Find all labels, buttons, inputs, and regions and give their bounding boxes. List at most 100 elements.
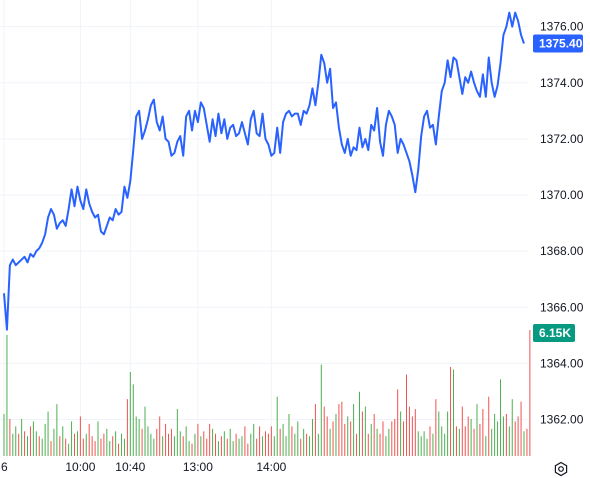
volume-bar	[209, 423, 211, 456]
volume-bar	[203, 431, 205, 456]
volume-bar	[226, 438, 228, 456]
chart-grid	[0, 0, 528, 456]
volume-bar	[29, 426, 31, 456]
volume-bar	[9, 418, 11, 456]
volume-bar	[215, 433, 217, 456]
volume-bar	[291, 426, 293, 456]
volume-bar	[461, 406, 463, 456]
volume-bar	[455, 426, 457, 456]
volume-bar	[294, 433, 296, 456]
volume-bar	[467, 416, 469, 456]
volume-bar	[47, 411, 49, 456]
price-line	[3, 11, 525, 331]
gear-icon	[554, 461, 568, 477]
volume-bar	[65, 438, 67, 456]
volume-bar	[353, 404, 355, 456]
volume-bar	[21, 418, 23, 456]
volume-bar	[517, 416, 519, 456]
volume-bar	[529, 330, 531, 456]
volume-bar	[97, 421, 99, 456]
volume-bar	[350, 421, 352, 456]
volume-bar	[432, 433, 434, 456]
volume-bar	[159, 416, 161, 456]
volume-bar	[62, 426, 64, 456]
volume-bar	[112, 436, 114, 456]
volume-bar	[288, 414, 290, 456]
volume-bar	[200, 436, 202, 456]
volume-bar	[502, 416, 504, 456]
volume-bar	[435, 399, 437, 456]
volume-bar	[479, 423, 481, 456]
volume-bar	[15, 426, 17, 456]
volume-bar	[264, 431, 266, 456]
volume-bar	[118, 443, 120, 456]
volume-bar	[382, 421, 384, 456]
volume-bar	[323, 406, 325, 456]
volume-bar	[229, 428, 231, 456]
volume-bar	[491, 428, 493, 456]
volume-bar	[150, 433, 152, 456]
volume-bar	[27, 436, 29, 456]
volume-bar	[232, 441, 234, 456]
volume-bar	[358, 391, 360, 456]
volume-bar	[285, 436, 287, 456]
volume-bar	[156, 428, 158, 456]
volume-bar	[121, 433, 123, 456]
volume-bar	[191, 443, 193, 456]
volume-bar	[106, 428, 108, 456]
volume-bar	[361, 411, 363, 456]
volume-bar	[194, 433, 196, 456]
volume-bar	[217, 441, 219, 456]
volume-bar	[53, 428, 55, 456]
volume-bar	[403, 421, 405, 456]
volume-bar	[182, 436, 184, 456]
price-tick-label: 1362.00	[540, 413, 584, 427]
volume-bar	[100, 438, 102, 456]
volume-bar	[41, 438, 43, 456]
volume-bar	[206, 438, 208, 456]
volume-bar	[123, 438, 125, 456]
volume-bar	[458, 428, 460, 456]
last-volume-badge: 6.15K	[533, 324, 575, 342]
volume-bar	[511, 399, 513, 456]
chart-settings-button[interactable]	[552, 461, 570, 477]
time-tick-label: 13:00	[183, 460, 213, 474]
volume-bar	[276, 396, 278, 456]
volume-bar	[56, 404, 58, 456]
volume-bar	[153, 438, 155, 456]
price-axis: 1362.00 1364.00 1366.00 1368.00 1370.00 1372.…	[540, 20, 584, 427]
price-tick-label: 1366.00	[540, 300, 584, 314]
volume-bar	[520, 401, 522, 456]
volume-bar	[88, 423, 90, 456]
volume-bar	[270, 426, 272, 456]
volume-bar	[170, 428, 172, 456]
volume-bar	[59, 436, 61, 456]
volume-bar	[126, 399, 128, 456]
volume-bar	[329, 428, 331, 456]
volume-bar	[420, 436, 422, 456]
volume-bar	[408, 406, 410, 456]
volume-bar	[326, 416, 328, 456]
volume-bar	[91, 436, 93, 456]
volume-bar	[223, 431, 225, 456]
volume-bar	[267, 433, 269, 456]
volume-bar	[499, 379, 501, 456]
volume-bar	[76, 431, 78, 456]
volume-bar	[464, 426, 466, 456]
volume-bar	[50, 441, 52, 456]
volume-bar	[370, 423, 372, 456]
volume-bar	[6, 334, 8, 456]
time-tick-label: 10:00	[65, 460, 95, 474]
volume-bar	[488, 396, 490, 456]
volume-bar	[162, 436, 164, 456]
volume-bar	[397, 389, 399, 456]
volume-bar	[82, 438, 84, 456]
volume-bar	[385, 436, 387, 456]
volume-bar	[135, 416, 137, 456]
volume-bar	[144, 406, 146, 456]
volume-bar	[44, 423, 46, 456]
volume-bar	[306, 433, 308, 456]
volume-bar	[247, 443, 249, 456]
volume-bar	[197, 423, 199, 456]
